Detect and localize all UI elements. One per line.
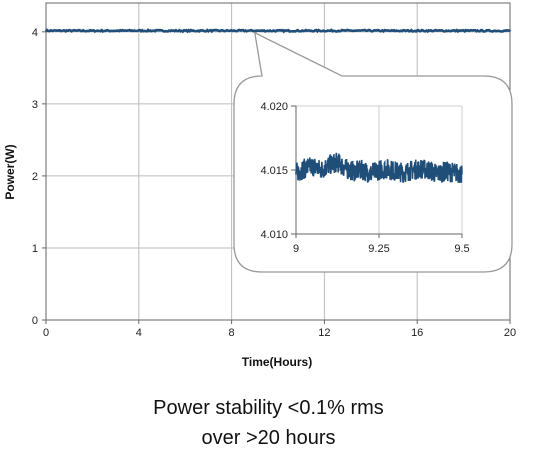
main-data-point <box>485 29 488 32</box>
inset-data-point <box>345 167 347 170</box>
y-tick-label: 0 <box>32 315 38 327</box>
inset-series-line <box>295 152 463 183</box>
x-tick-label: 16 <box>411 327 423 339</box>
main-data-point <box>68 29 71 32</box>
main-data-point <box>323 29 326 32</box>
inset-data-point <box>419 167 422 170</box>
inset-x-tick-label: 9.5 <box>454 243 469 255</box>
x-tick-label: 20 <box>504 327 516 339</box>
caption-line-2: over >20 hours <box>201 427 336 449</box>
inset-data-point <box>444 170 447 173</box>
inset-data-point <box>411 169 414 171</box>
main-data-point <box>230 29 233 32</box>
inset-data-point <box>303 167 306 170</box>
main-data-point <box>393 29 395 32</box>
inset-data-point <box>461 173 463 175</box>
inset-data-point <box>295 171 297 174</box>
main-data-point <box>253 29 256 32</box>
x-tick-label: 8 <box>229 327 235 339</box>
y-tick-label: 3 <box>32 99 38 111</box>
inset-data-point <box>452 171 455 174</box>
inset-data-point <box>311 165 314 167</box>
main-data-point <box>45 29 47 32</box>
x-tick-label: 12 <box>318 327 330 339</box>
main-data-point <box>462 29 465 32</box>
x-tick-label: 4 <box>136 327 142 339</box>
main-data-point <box>300 29 303 32</box>
main-data-point <box>369 29 372 32</box>
inset-data-point <box>369 173 372 175</box>
main-data-point <box>114 29 117 32</box>
inset-callout-bubble <box>233 31 513 273</box>
main-data-point <box>439 29 442 32</box>
main-data-point <box>184 29 187 32</box>
inset-y-tick-label: 4.020 <box>260 101 288 113</box>
inset-plot-series <box>295 152 463 183</box>
inset-data-point <box>428 169 430 171</box>
main-data-point <box>416 29 419 32</box>
inset-data-point <box>378 169 380 171</box>
inset-x-tick-label: 9 <box>293 243 299 255</box>
main-data-point <box>509 29 511 32</box>
y-tick-label: 1 <box>32 243 38 255</box>
inset-data-point <box>436 173 438 175</box>
main-data-point <box>277 29 279 32</box>
caption-line-1: Power stability <0.1% rms <box>153 397 384 419</box>
inset-data-point <box>386 167 389 170</box>
inset-y-tick-label: 4.010 <box>260 229 288 241</box>
inset-data-point <box>361 169 364 171</box>
main-data-point <box>91 29 94 32</box>
inset-data-point <box>336 161 339 164</box>
inset-y-tick-label: 4.015 <box>260 165 288 177</box>
y-axis-title: Power(W) <box>3 144 17 199</box>
y-tick-label: 4 <box>32 27 38 39</box>
inset-plot-ticks: 9 9.25 9.5 4.010 4.015 4.020 <box>260 101 469 255</box>
main-data-point <box>137 29 140 32</box>
inset-data-point <box>328 164 331 166</box>
inset-data-point <box>403 171 405 174</box>
main-data-point <box>346 29 349 32</box>
main-data-point <box>161 29 163 32</box>
inset-data-point <box>320 169 322 171</box>
inset-data-point <box>353 170 355 173</box>
inset-data-point <box>394 170 397 173</box>
x-axis-title: Time(Hours) <box>242 355 312 369</box>
inset-x-tick-label: 9.25 <box>368 243 389 255</box>
x-tick-label: 0 <box>43 327 49 339</box>
main-data-point <box>207 29 210 32</box>
y-tick-label: 2 <box>32 171 38 183</box>
main-plot-series <box>45 28 511 34</box>
